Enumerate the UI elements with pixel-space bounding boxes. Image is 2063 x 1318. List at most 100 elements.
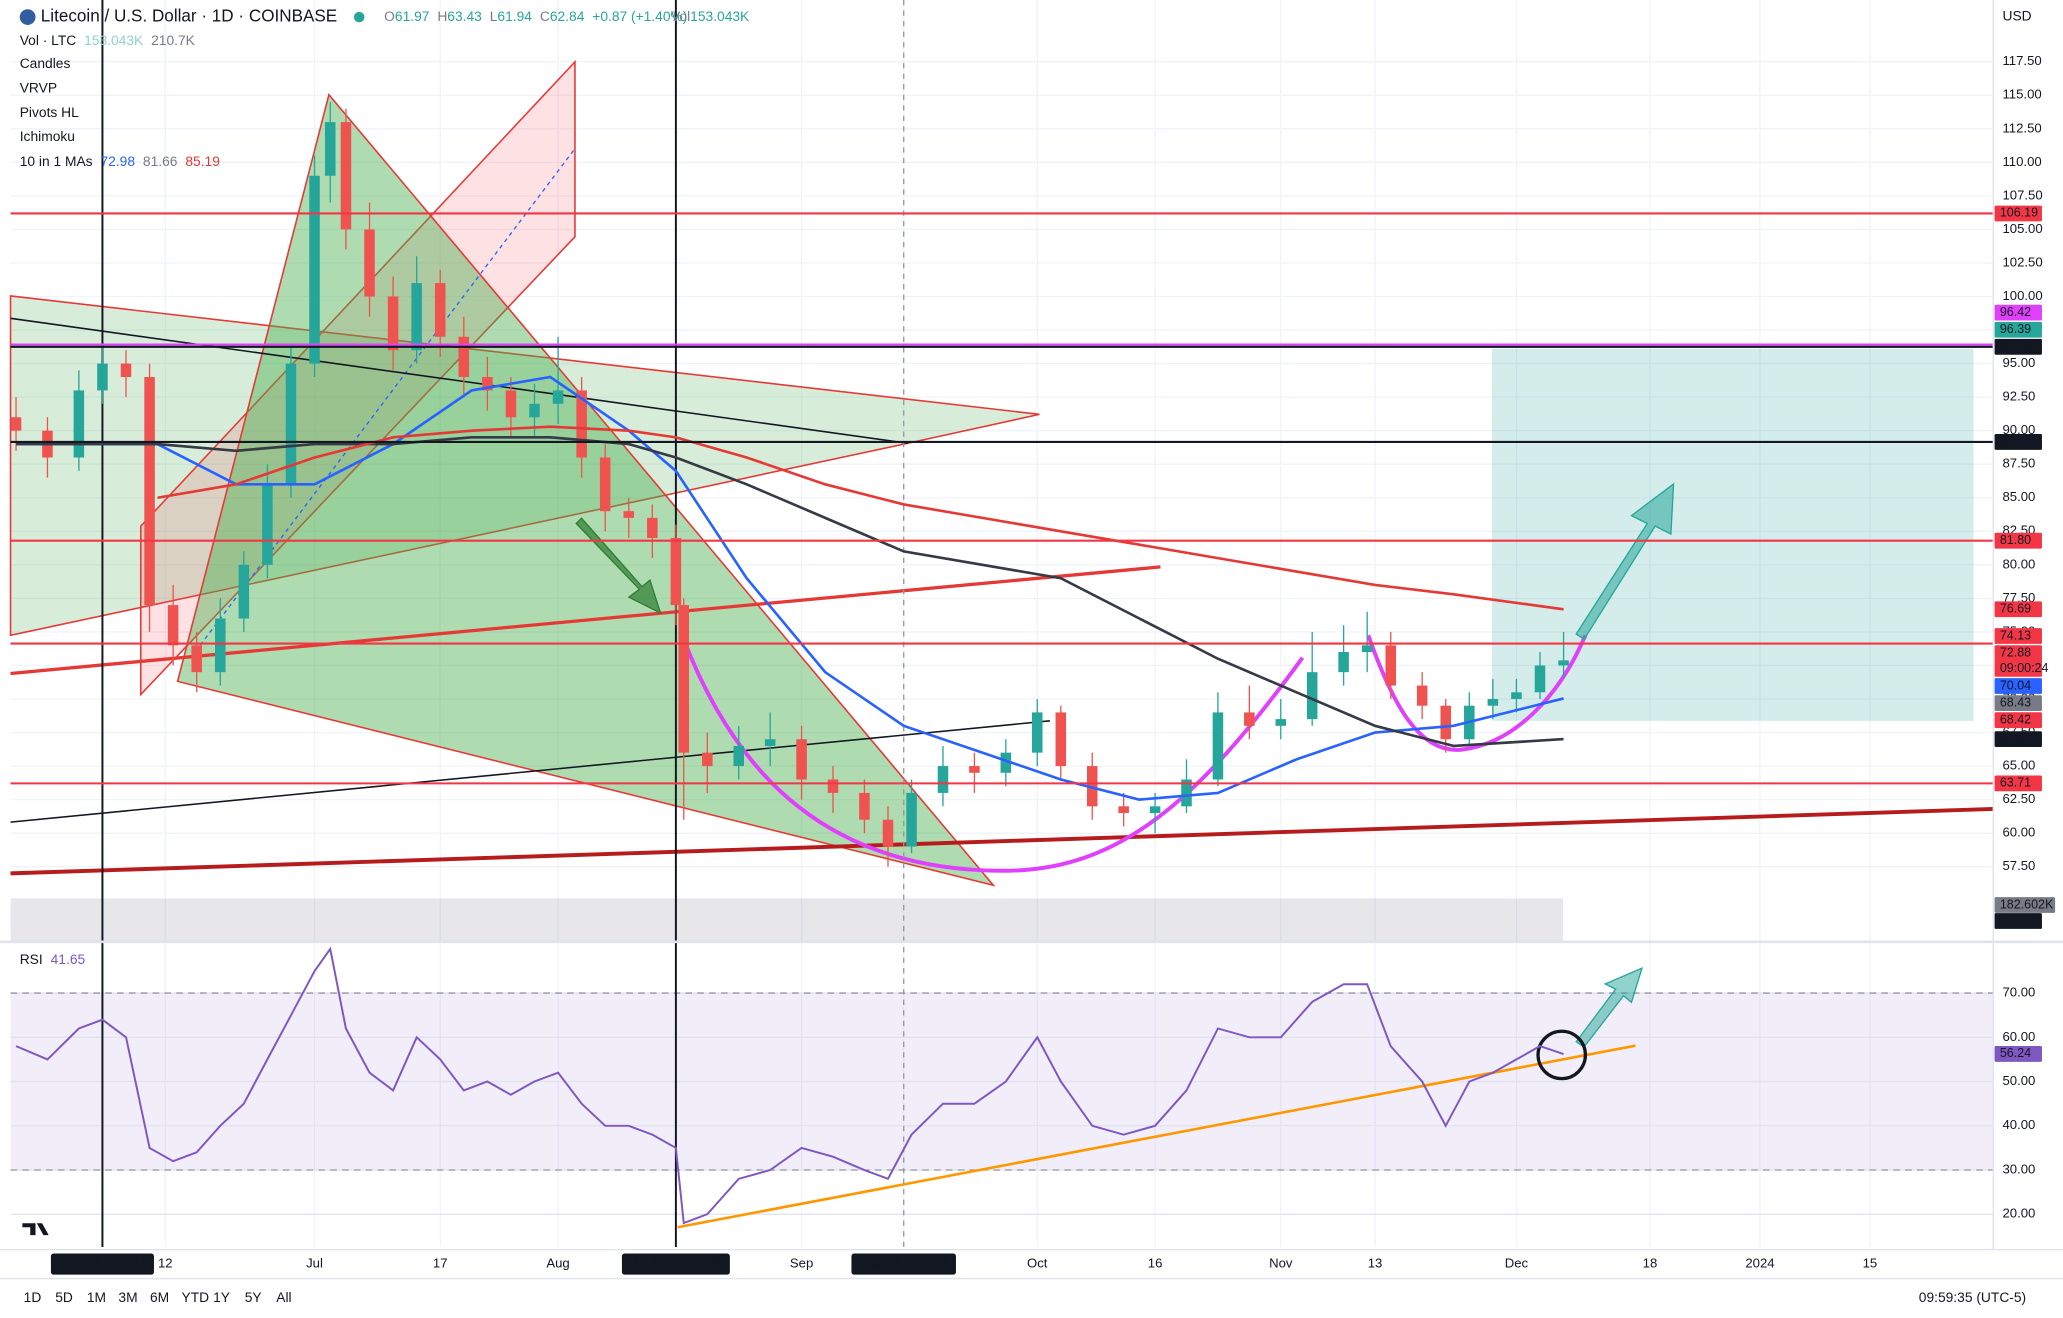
price-label: 63.71 xyxy=(2000,776,2031,790)
range-button[interactable]: 1M xyxy=(87,1289,106,1305)
legend-name: Vol · LTC xyxy=(20,31,77,47)
range-button[interactable]: 3M xyxy=(118,1289,137,1305)
rsi-label: 56.24 xyxy=(2000,1046,2031,1060)
y-tick-label: 92.50 xyxy=(2002,389,2035,404)
y-tick-label: 107.50 xyxy=(2002,187,2042,202)
range-button[interactable]: 1Y xyxy=(213,1289,230,1305)
candle-body xyxy=(120,363,132,378)
range-button[interactable]: YTD xyxy=(182,1289,210,1305)
x-tick-label: 16 xyxy=(1148,1256,1163,1271)
candle-body xyxy=(1055,712,1067,767)
y-tick-label: 30.00 xyxy=(2002,1161,2035,1176)
legend-hidden[interactable]: Ichimoku xyxy=(20,128,75,144)
candle-body xyxy=(599,457,611,512)
ohlc-value: +0.87 (+1.40%) xyxy=(592,8,687,24)
legend-hidden[interactable]: VRVP xyxy=(20,79,57,95)
y-tick-label: 110.00 xyxy=(2002,154,2041,169)
price-label-bg xyxy=(1994,628,2042,644)
candle-body xyxy=(1511,692,1522,699)
candle-body xyxy=(1487,698,1499,706)
marks xyxy=(10,0,1994,1247)
range-button[interactable]: 1D xyxy=(24,1289,42,1305)
trend-line xyxy=(10,565,1161,676)
legend-hidden[interactable]: Pivots HL xyxy=(20,104,79,120)
indicator-legend: Vol · LTC 153.043K 210.7K Candles VRVP Pivots… xyxy=(20,31,220,966)
cup-curve xyxy=(1366,634,1588,752)
candle-body xyxy=(387,296,399,351)
price-label-bg xyxy=(1994,434,2042,450)
legend-value: 153.043K xyxy=(84,31,144,47)
y-tick-label: 62.50 xyxy=(2002,791,2035,806)
candle-body xyxy=(1558,660,1569,666)
x-tick-label: Wed 16 Aug '23 xyxy=(630,1256,722,1271)
price-label-bg xyxy=(1994,913,2042,929)
candle-body xyxy=(324,122,336,176)
candle-body xyxy=(434,283,446,337)
legend-value: 72.98 xyxy=(100,152,135,168)
price-label: 53.45 xyxy=(2000,913,2031,927)
ohlc-value: 63.43 xyxy=(447,8,482,24)
candle-body xyxy=(1275,719,1287,726)
status-dot xyxy=(353,11,365,23)
currency[interactable]: USD xyxy=(2002,8,2031,24)
price-label-bg xyxy=(1994,205,2042,222)
candle-body xyxy=(969,766,980,773)
price-label-bg xyxy=(1994,321,2042,338)
candle-body xyxy=(1440,705,1451,740)
range-button[interactable]: All xyxy=(276,1289,291,1305)
candle-body xyxy=(859,792,870,820)
candle-body xyxy=(882,819,894,847)
range-button[interactable]: 5Y xyxy=(245,1289,262,1305)
x-tick-label: 18 xyxy=(1643,1256,1658,1271)
legend-mas: 10 in 1 MAs 72.98 81.66 85.19 xyxy=(20,152,220,168)
price-label-bg xyxy=(1994,532,2042,549)
cup-curve xyxy=(682,639,1305,873)
price-label-bg xyxy=(1994,712,2042,729)
range-button[interactable]: 5D xyxy=(55,1289,73,1305)
y-tick-label: 65.00 xyxy=(2002,758,2035,773)
clock: 09:59:35 (UTC-5) xyxy=(1919,1289,2026,1305)
rsi-trend-line xyxy=(677,1044,1636,1229)
x-tick-label: Nov xyxy=(1269,1256,1293,1271)
drawings xyxy=(9,59,1994,1229)
candle-body xyxy=(309,175,320,364)
ohlc-key: C xyxy=(540,8,550,24)
x-tick-label-bg xyxy=(50,1253,154,1275)
price-label: 89.16 xyxy=(2000,434,2031,448)
ohlc-value: 61.97 xyxy=(395,8,430,24)
candle-body xyxy=(827,779,839,793)
vol-value: 153.043K xyxy=(690,8,750,24)
legend-hidden[interactable]: Candles xyxy=(20,55,71,71)
candle-body xyxy=(1416,685,1428,706)
candle-body xyxy=(1338,652,1349,673)
y-tick-label: 40.00 xyxy=(2002,1117,2035,1132)
candle-body xyxy=(1000,752,1012,773)
x-tick-label-bg xyxy=(621,1253,730,1275)
volume-label: 182.602K xyxy=(2000,897,2054,911)
x-tick-label: 2024 xyxy=(1745,1256,1774,1271)
x-tick-label: Thu 14 Sep '23 xyxy=(859,1256,948,1271)
x-tick-label: 17 xyxy=(433,1256,448,1271)
ohlc-value: 62.84 xyxy=(550,8,585,24)
candle-body xyxy=(906,792,917,847)
candle-body xyxy=(1244,712,1255,726)
channel xyxy=(139,59,576,697)
grid xyxy=(10,0,1994,1247)
price-label: 67.01 xyxy=(2000,731,2031,745)
moving-average xyxy=(16,375,1564,801)
candle-body xyxy=(340,122,352,230)
y-tick-label: 87.50 xyxy=(2002,456,2035,471)
ohlc-key: L xyxy=(490,8,498,24)
candle-body xyxy=(285,363,297,485)
price-label-bg xyxy=(1994,645,2042,677)
candle-body xyxy=(1361,645,1373,653)
price-label-bg xyxy=(1994,775,2042,792)
candle-body xyxy=(576,390,587,458)
candle-body xyxy=(364,229,375,297)
symbol-title[interactable]: Litecoin / U.S. Dollar · 1D · COINBASE xyxy=(41,7,337,26)
y-tick-label: 50.00 xyxy=(2002,1073,2035,1088)
price-label: 76.69 xyxy=(2000,602,2031,616)
candle-body xyxy=(1118,806,1129,814)
price-label: 96.25 xyxy=(2000,339,2031,353)
range-button[interactable]: 6M xyxy=(150,1289,169,1305)
